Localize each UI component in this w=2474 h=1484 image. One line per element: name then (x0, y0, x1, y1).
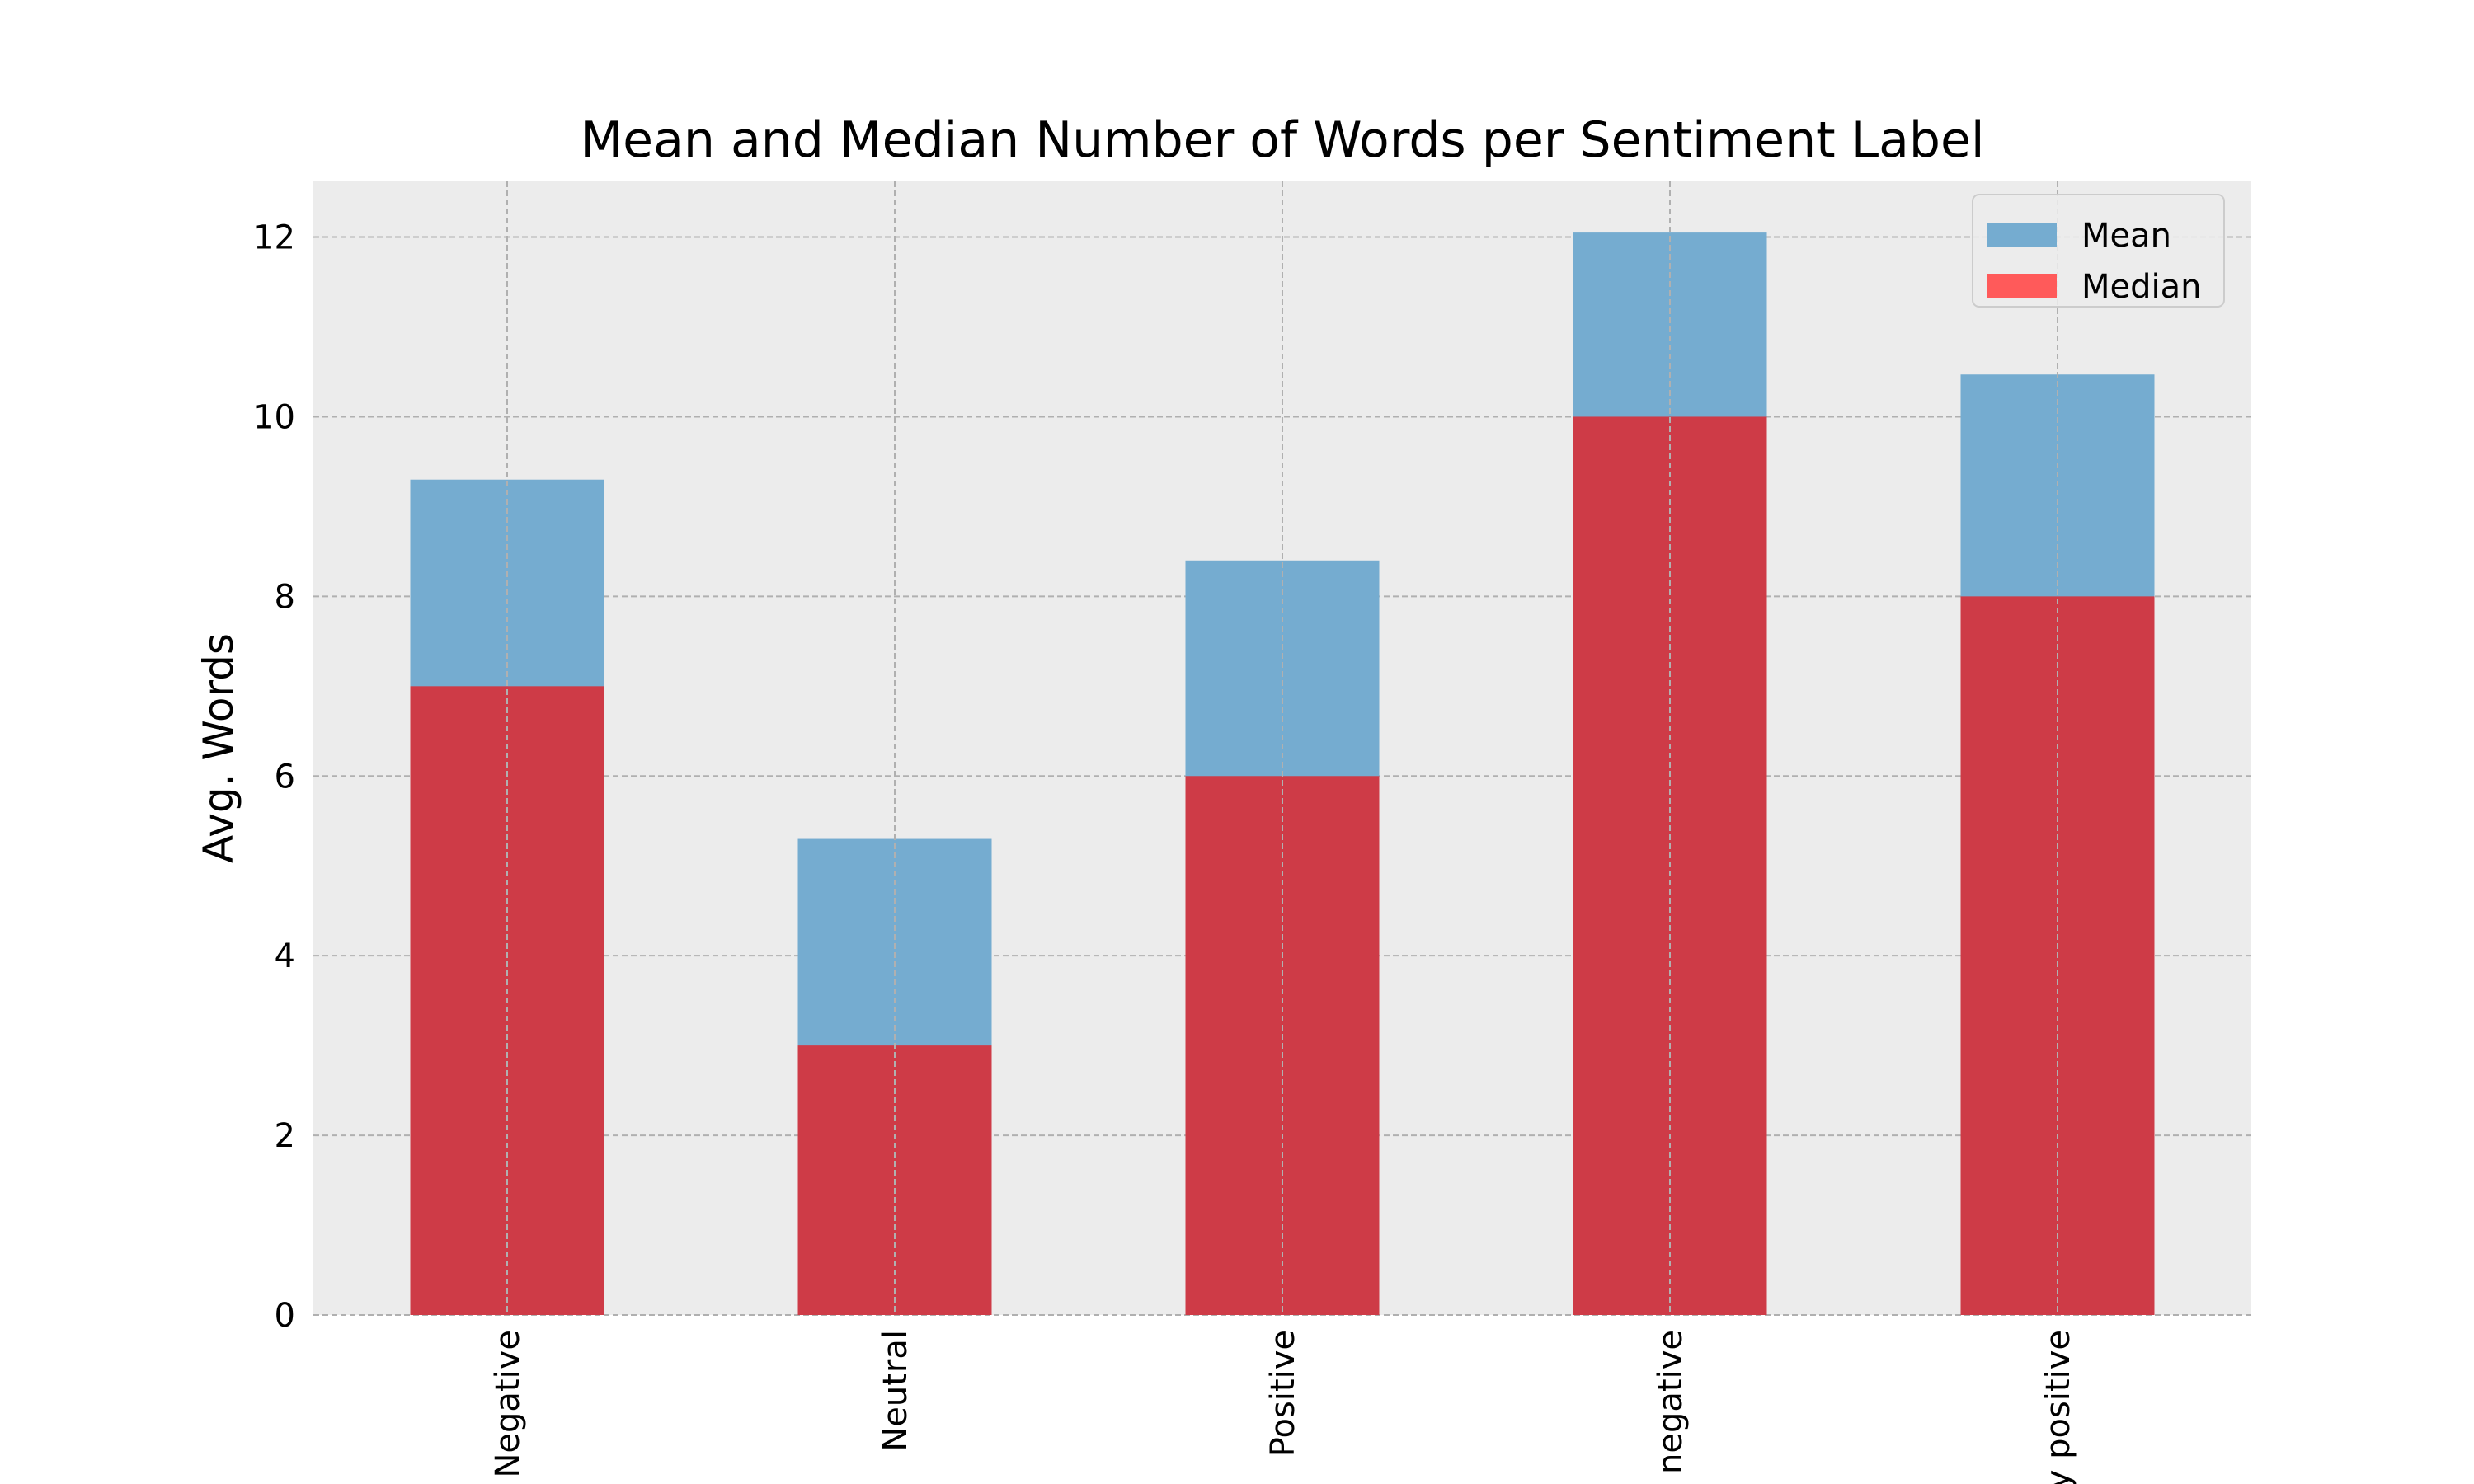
grid-vertical (506, 181, 2058, 1315)
y-axis-label: Avg. Words (195, 633, 242, 863)
y-axis-ticks: 0 2 4 6 8 10 12 (253, 219, 295, 1335)
y-tick-label: 0 (275, 1297, 295, 1335)
y-tick-label: 6 (275, 758, 295, 796)
x-axis-ticks: Negative Neutral Positive Very negative Very… (489, 1330, 2077, 1484)
y-tick-label: 12 (253, 219, 295, 257)
legend-label-median: Median (2081, 268, 2202, 306)
x-tick-label: Very negative (1652, 1330, 1690, 1484)
grid (313, 236, 2251, 1316)
chart-title: Mean and Median Number of Words per Sent… (580, 111, 1984, 169)
x-tick-label: Positive (1264, 1330, 1302, 1457)
x-tick-label: Negative (489, 1330, 527, 1478)
x-tick-label: Very positive (2039, 1330, 2077, 1484)
y-tick-label: 4 (275, 937, 295, 975)
y-tick-label: 10 (253, 398, 295, 436)
x-tick-label: Neutral (877, 1330, 915, 1452)
legend: Mean Median (1972, 194, 2225, 308)
legend-swatch-mean (1987, 223, 2057, 247)
legend-label-mean: Mean (2081, 217, 2171, 255)
y-tick-label: 2 (275, 1117, 295, 1155)
legend-swatch-median (1987, 274, 2057, 298)
y-tick-label: 8 (275, 578, 295, 616)
